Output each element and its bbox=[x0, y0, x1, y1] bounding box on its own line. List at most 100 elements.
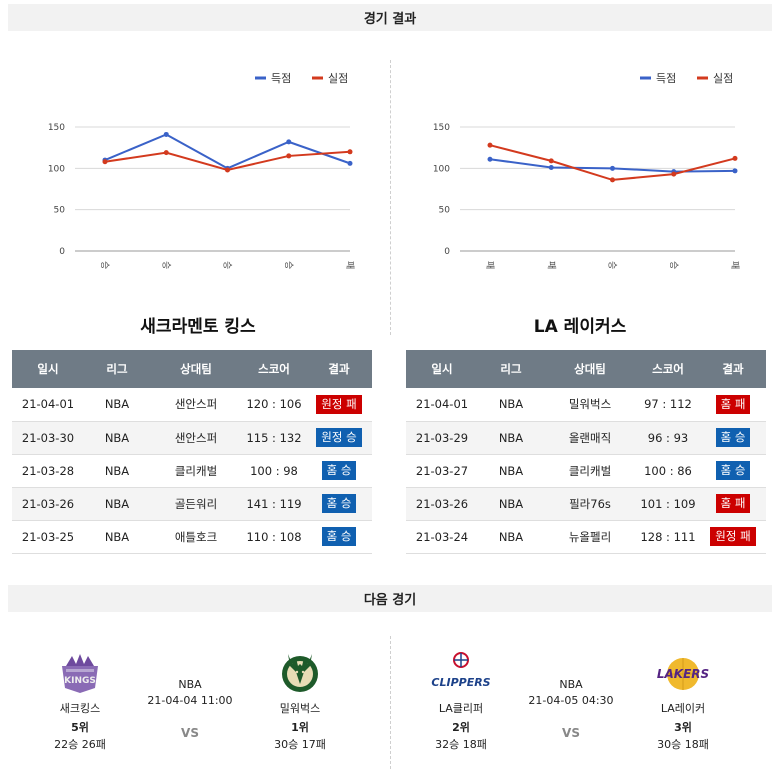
y-tick-label: 0 bbox=[59, 247, 65, 257]
result-badge: 홈 승 bbox=[321, 461, 357, 480]
match-2-vs: VS bbox=[562, 726, 580, 740]
cell-score: 110 : 108 bbox=[242, 520, 306, 554]
col-opponent: 상대팀 bbox=[150, 350, 242, 388]
data-point bbox=[548, 158, 554, 164]
table-row: 21-03-30 NBA 샌안스퍼 115 : 132 원정 승 bbox=[12, 421, 372, 455]
cell-date: 21-03-25 bbox=[12, 520, 84, 554]
match-2-datetime: 21-04-05 04:30 bbox=[528, 694, 614, 707]
result-badge: 홈 승 bbox=[321, 527, 357, 546]
table-row: 21-04-01 NBA 샌안스퍼 120 : 106 원정 패 bbox=[12, 388, 372, 422]
chart-lakers-svg: 0 50 100 150 패 패 승 승 패 득점 실점 bbox=[433, 72, 740, 269]
series-line-scored bbox=[104, 133, 351, 170]
cell-opponent: 샌안스퍼 bbox=[150, 388, 242, 422]
x-tick-label: 패 bbox=[344, 261, 355, 269]
y-tick-label: 50 bbox=[439, 206, 451, 216]
legend-label: 실점 bbox=[713, 72, 733, 85]
lakers-logo-icon: LAKERS bbox=[657, 658, 709, 690]
next-match-1: KINGS 새크킹스 5위 22승 26패 NBA 21-04-04 11:00… bbox=[35, 650, 355, 760]
cell-date: 21-04-01 bbox=[406, 388, 478, 422]
data-point bbox=[548, 165, 554, 171]
cell-result: 원정 패 bbox=[700, 520, 766, 554]
result-badge: 홈 승 bbox=[321, 494, 357, 513]
match-1-away-team[interactable]: 밀워벅스 1위 30승 17패 bbox=[255, 650, 345, 752]
data-point bbox=[671, 171, 677, 177]
table-row: 21-03-26 NBA 골든워리 141 : 119 홈 승 bbox=[12, 487, 372, 521]
match-1-away-record: 30승 17패 bbox=[274, 738, 326, 751]
cell-league: NBA bbox=[478, 388, 544, 422]
cell-score: 120 : 106 bbox=[242, 388, 306, 422]
match-1-home-rank: 5위 bbox=[71, 721, 89, 734]
cell-league: NBA bbox=[478, 454, 544, 488]
result-badge: 홈 패 bbox=[715, 494, 751, 513]
cell-score: 128 : 111 bbox=[636, 520, 700, 554]
results-section-title: 경기 결과 bbox=[363, 12, 417, 27]
table-row: 21-03-24 NBA 뉴올펠리 128 : 111 원정 패 bbox=[406, 520, 766, 554]
cell-opponent: 클리캐벌 bbox=[150, 454, 242, 488]
cell-result: 원정 패 bbox=[306, 388, 372, 422]
legend-label: 득점 bbox=[656, 72, 676, 85]
data-point bbox=[102, 159, 108, 165]
chart-kings: 0 50 100 150 승 승 승 승 패 득점 실점 bbox=[30, 60, 370, 280]
cell-result: 홈 승 bbox=[700, 421, 766, 455]
y-tick-label: 150 bbox=[48, 123, 65, 133]
match-1-league: NBA bbox=[178, 678, 202, 691]
x-tick-label: 승 bbox=[283, 261, 294, 269]
next-section-title: 다음 경기 bbox=[363, 593, 417, 608]
cell-date: 21-03-29 bbox=[406, 421, 478, 455]
cell-opponent: 클리캐벌 bbox=[544, 454, 636, 488]
cell-date: 21-03-27 bbox=[406, 454, 478, 488]
data-point bbox=[347, 160, 353, 166]
cell-date: 21-03-30 bbox=[12, 421, 84, 455]
x-tick-label: 패 bbox=[484, 261, 495, 269]
col-opponent: 상대팀 bbox=[544, 350, 636, 388]
cell-date: 21-04-01 bbox=[12, 388, 84, 422]
data-point bbox=[732, 155, 738, 161]
match-2-home-record: 32승 18패 bbox=[435, 738, 487, 751]
data-point bbox=[163, 131, 169, 137]
data-point bbox=[487, 142, 493, 148]
team-title-kings: 새크라멘토 킹스 bbox=[140, 317, 256, 337]
series-line-conceded bbox=[489, 144, 736, 181]
y-tick-label: 0 bbox=[444, 247, 450, 257]
cell-date: 21-03-28 bbox=[12, 454, 84, 488]
y-tick-label: 100 bbox=[433, 164, 450, 174]
col-league: 리그 bbox=[478, 350, 544, 388]
table-header-row: 일시 리그 상대팀 스코어 결과 bbox=[406, 350, 766, 388]
data-point bbox=[487, 156, 493, 162]
bucks-logo-icon bbox=[282, 654, 318, 692]
cell-league: NBA bbox=[478, 520, 544, 554]
result-badge: 홈 승 bbox=[715, 428, 751, 447]
team-title-lakers: LA 레이커스 bbox=[533, 317, 627, 337]
match-2-home-team[interactable]: CLIPPERS LA클리퍼 2위 32승 18패 bbox=[416, 650, 506, 752]
table-row: 21-04-01 NBA 밀워벅스 97 : 112 홈 패 bbox=[406, 388, 766, 422]
col-league: 리그 bbox=[84, 350, 150, 388]
cell-result: 홈 승 bbox=[306, 520, 372, 554]
match-2-away-team[interactable]: LAKERS LA레이커 3위 30승 18패 bbox=[638, 650, 728, 752]
results-divider bbox=[390, 60, 391, 335]
result-badge: 원정 패 bbox=[316, 394, 362, 414]
next-match-2: CLIPPERS LA클리퍼 2위 32승 18패 NBA 21-04-05 0… bbox=[416, 650, 736, 760]
match-1-home-team[interactable]: KINGS 새크킹스 5위 22승 26패 bbox=[35, 650, 125, 752]
match-1-info: NBA 21-04-04 11:00 bbox=[130, 678, 250, 707]
cell-score: 100 : 86 bbox=[636, 454, 700, 488]
match-1-home-record: 22승 26패 bbox=[54, 738, 106, 751]
cell-league: NBA bbox=[84, 388, 150, 422]
data-point bbox=[610, 177, 615, 183]
cell-score: 101 : 109 bbox=[636, 487, 700, 521]
next-divider bbox=[390, 636, 391, 769]
y-tick-label: 50 bbox=[54, 206, 66, 216]
chart-kings-svg: 0 50 100 150 승 승 승 승 패 득점 실점 bbox=[48, 72, 355, 269]
clippers-logo-text: CLIPPERS bbox=[431, 676, 490, 689]
cell-score: 141 : 119 bbox=[242, 487, 306, 521]
x-tick-label: 승 bbox=[668, 261, 679, 269]
match-1-datetime: 21-04-04 11:00 bbox=[147, 694, 233, 707]
match-2-league: NBA bbox=[559, 678, 583, 691]
legend-label: 득점 bbox=[271, 72, 291, 85]
cell-score: 115 : 132 bbox=[242, 421, 306, 455]
cell-opponent: 뉴올펠리 bbox=[544, 520, 636, 554]
x-tick-label: 승 bbox=[222, 261, 233, 269]
cell-date: 21-03-24 bbox=[406, 520, 478, 554]
cell-league: NBA bbox=[478, 421, 544, 455]
kings-logo-icon: KINGS bbox=[62, 654, 98, 693]
x-tick-label: 승 bbox=[160, 261, 171, 269]
